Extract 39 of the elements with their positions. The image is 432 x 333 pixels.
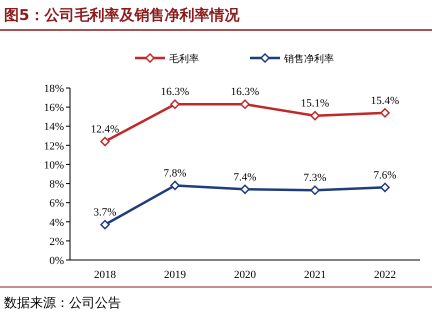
y-tick-label: 4% (49, 216, 64, 229)
data-label: 3.7% (94, 206, 116, 219)
data-label: 7.3% (304, 172, 326, 184)
y-tick-label: 16% (44, 102, 64, 114)
y-tick-label: 14% (44, 121, 64, 134)
point (380, 182, 390, 192)
point (380, 108, 390, 118)
y-tick-label: 10% (44, 159, 64, 172)
point (310, 185, 320, 195)
legend-label: 销售净利率 (283, 53, 334, 65)
data-label: 7.4% (234, 171, 256, 184)
point (240, 99, 250, 109)
y-tick-label: 8% (49, 178, 64, 191)
chart-title: 图5：公司毛利率及销售净利率情况 (4, 6, 240, 24)
point (100, 220, 110, 230)
y-tick-label: 2% (49, 236, 64, 248)
point (310, 110, 320, 120)
y-tick-label: 0% (49, 255, 64, 267)
data-label: 16.3% (160, 86, 190, 98)
y-tick-label: 12% (44, 140, 64, 152)
x-tick-label: 2022 (374, 269, 396, 281)
legend-label: 毛利率 (169, 53, 199, 65)
x-tick-label: 2020 (234, 269, 256, 281)
data-label: 16.3% (230, 86, 260, 98)
x-tick-label: 2021 (304, 269, 326, 281)
data-label: 12.4% (90, 124, 120, 136)
point (100, 136, 110, 146)
y-tick-label: 6% (49, 198, 64, 210)
point (240, 184, 250, 194)
y-tick-label: 18% (44, 83, 64, 95)
data-label: 15.1% (300, 98, 330, 110)
point (170, 99, 180, 109)
source-note: 数据来源：公司公告 (4, 296, 121, 311)
data-label: 15.4% (370, 94, 400, 107)
point (170, 180, 180, 190)
x-tick-label: 2019 (164, 269, 186, 281)
x-tick-label: 2018 (94, 269, 116, 281)
data-label: 7.8% (164, 167, 186, 180)
data-label: 7.6% (374, 169, 396, 182)
